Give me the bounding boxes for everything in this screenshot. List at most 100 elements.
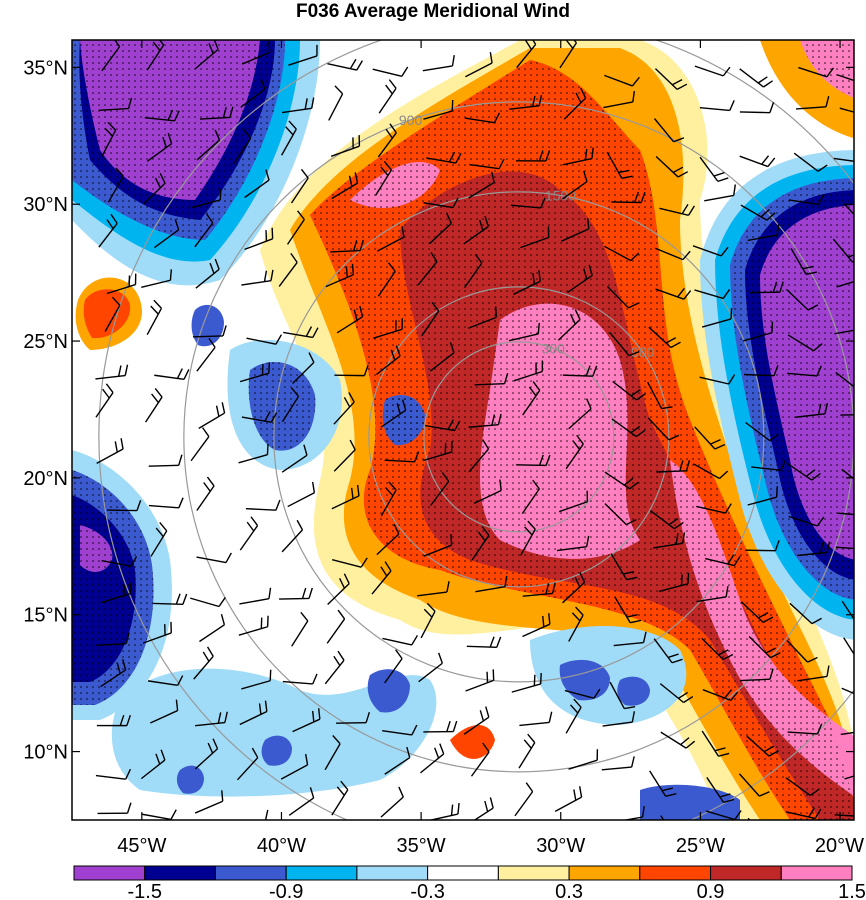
wind-barb-staff <box>604 245 632 262</box>
wind-barb-staff <box>418 662 443 683</box>
range-ring-label: 1500 <box>512 9 543 25</box>
wind-barb-flag <box>635 393 646 401</box>
wind-barb-staff <box>522 389 541 416</box>
wind-barb-staff <box>790 248 807 275</box>
wind-barb-flag <box>538 270 542 282</box>
wind-barb-flag <box>169 269 173 281</box>
wind-barb-staff <box>236 757 259 781</box>
wind-barb-flag <box>312 673 318 685</box>
wind-barb-staff <box>324 743 341 771</box>
colorbar-swatch <box>285 865 358 881</box>
wind-barb-flag <box>384 487 394 497</box>
wind-barb-flag <box>152 41 161 51</box>
wind-barb-flag <box>494 306 497 318</box>
wind-barb-staff <box>469 163 500 170</box>
wind-barb-staff <box>693 463 720 480</box>
wind-barb-flag <box>681 204 689 215</box>
wind-barb-flag <box>312 327 319 338</box>
wind-barb-flag <box>680 574 683 586</box>
wind-barb-staff <box>422 65 453 72</box>
wind-barb-flag <box>673 137 685 143</box>
positive-small-red <box>450 725 495 759</box>
wind-barb-staff <box>659 207 689 216</box>
wind-barb-staff <box>463 226 489 245</box>
range-ring <box>368 286 670 588</box>
wind-barb-flag <box>527 733 536 744</box>
wind-barb-flag <box>489 52 493 64</box>
wind-barb-flag <box>485 706 490 718</box>
wind-barb-flag <box>263 270 268 282</box>
wind-barb-staff <box>292 361 315 385</box>
wind-barb-flag <box>545 150 551 162</box>
wind-barb-flag <box>717 177 729 183</box>
wind-barb-staff <box>331 789 349 816</box>
wind-barb-staff <box>426 157 456 164</box>
wind-barb-flag <box>578 786 583 798</box>
wind-barb-flag <box>814 808 822 819</box>
wind-barb-flag <box>672 166 684 174</box>
wind-barb-staff <box>422 451 452 462</box>
wind-barb-staff <box>841 600 854 621</box>
wind-barb-flag <box>454 420 461 431</box>
wind-barb-staff <box>786 462 813 481</box>
wind-barb-flag <box>573 698 582 708</box>
wind-barb-flag <box>478 219 484 231</box>
wind-barb-flag <box>151 393 159 404</box>
wind-barb-flag <box>423 608 433 618</box>
wind-barb-flag <box>532 381 541 391</box>
wind-barb-flag <box>452 720 458 732</box>
page-title: F036 Average Meridional Wind <box>296 1 570 22</box>
wind-barb-staff <box>468 181 495 199</box>
wind-barb-flag <box>182 593 188 605</box>
wind-barb-flag <box>571 612 581 622</box>
wind-barb-staff <box>380 489 397 517</box>
wind-barb-staff <box>746 735 770 757</box>
wind-barb-staff <box>239 710 268 726</box>
wind-barb-staff <box>558 501 588 513</box>
wind-barb-flag <box>389 123 397 134</box>
wind-barb-staff <box>660 731 687 749</box>
wind-barb-flag <box>540 197 546 209</box>
colorbar-swatch <box>73 865 146 881</box>
wind-barb-flag <box>817 164 828 172</box>
wind-barb-flag <box>333 655 341 666</box>
y-tick-label: 25°N <box>23 331 68 353</box>
wind-barb-flag <box>819 542 824 554</box>
wind-barb-staff <box>241 680 271 690</box>
wind-barb-flag <box>591 147 594 159</box>
wind-barb-staff <box>520 236 549 249</box>
wind-barb-flag <box>528 386 537 397</box>
wind-barb-staff <box>144 117 175 122</box>
wind-barb-flag <box>573 40 577 44</box>
wind-barb-flag <box>817 194 825 205</box>
wind-barb-flag <box>780 459 787 471</box>
wind-barb-flag <box>105 383 114 393</box>
wind-barb-staff <box>325 274 354 288</box>
wind-barb-flag <box>251 747 259 759</box>
wind-barb-flag <box>206 476 215 487</box>
wind-barb-flag <box>305 326 313 337</box>
colorbar-swatch <box>497 865 570 881</box>
wind-barb-flag <box>265 169 270 181</box>
wind-barb-staff <box>567 274 593 293</box>
wind-barb-flag <box>504 575 508 587</box>
wind-barb-flag <box>446 720 451 732</box>
wind-barb-staff <box>154 229 180 249</box>
wind-barb-staff <box>568 408 592 430</box>
wind-barb-staff <box>376 355 401 376</box>
wind-barb-staff <box>152 602 183 606</box>
wind-barb-flag <box>162 136 167 148</box>
wind-barb-flag <box>219 188 222 201</box>
wind-barb-staff <box>602 721 633 727</box>
wind-barb-staff <box>788 515 818 527</box>
wind-barb-flag <box>859 385 866 391</box>
wind-barb-flag <box>722 653 734 661</box>
wind-barb-flag <box>336 786 345 796</box>
wind-barb-flag <box>207 742 214 754</box>
wind-barb-staff <box>236 821 266 824</box>
wind-barb-flag <box>672 79 683 86</box>
wind-barb-staff <box>192 335 224 338</box>
wind-barb-flag <box>411 724 418 736</box>
wind-barb-flag <box>102 388 110 399</box>
colorbar-swatch <box>568 865 641 881</box>
